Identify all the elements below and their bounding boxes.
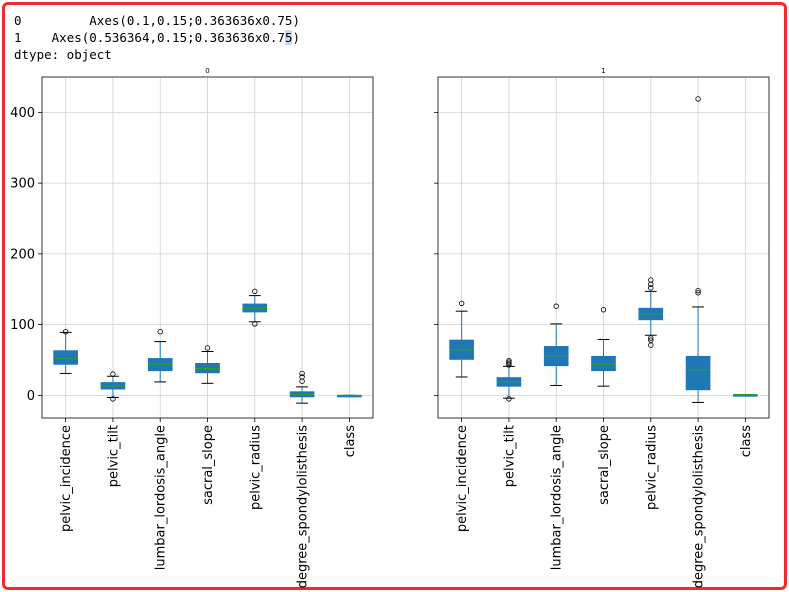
x-tick-label: class (739, 425, 754, 457)
flier-point (157, 328, 163, 335)
flier-point (648, 285, 654, 291)
x-tick-label: pelvic_tilt (106, 425, 121, 487)
flier-point (299, 370, 305, 377)
output-value-1-before: Axes(0.536364,0.15;0.363636x0.7 (51, 30, 285, 45)
flier-point (62, 328, 69, 335)
x-tick-label: sacral_slope (201, 425, 216, 505)
flier-point (648, 335, 654, 341)
flier-point (600, 307, 607, 313)
x-tick-label: pelvic_tilt (502, 425, 517, 487)
y-tick-label: 0 (27, 389, 35, 404)
y-tick-label: 400 (10, 106, 35, 121)
box-pelvic_incidence (53, 328, 78, 374)
flier-point (458, 300, 465, 307)
x-tick-label: pelvic_radius (248, 425, 263, 510)
box-class (337, 394, 362, 398)
flier-point (648, 277, 654, 283)
flier-point (506, 396, 512, 402)
box-pelvic_radius (638, 277, 664, 348)
flier-point (110, 396, 116, 402)
flier-point (695, 96, 701, 102)
box-iqr (685, 355, 711, 391)
box-pelvic_tilt (100, 371, 126, 402)
flier-point (204, 345, 211, 351)
panel-1: pelvic_incidence pelvic_tilt lumbar_lordos… (434, 67, 770, 589)
x-tick-label: pelvic_radius (644, 425, 659, 510)
box-class (733, 394, 758, 397)
x-tick-label: class (343, 425, 358, 457)
flier-point (506, 357, 512, 364)
box-lumbar_lordosis_angle (147, 328, 173, 383)
box-pelvic_radius (242, 288, 268, 327)
flier-point (110, 371, 116, 377)
flier-point (695, 290, 701, 296)
panel-title: 0 (205, 67, 209, 75)
box-degree_spondylolisthesis (289, 370, 315, 404)
output-index-1: 1 (14, 30, 22, 45)
box-pelvic_incidence (449, 300, 474, 378)
panel-0: 0 100 200 300 400 pelvic_incidence pelvic_tilt… (10, 67, 374, 589)
y-tick-label: 200 (10, 247, 35, 262)
selection-highlight[interactable]: 5 (284, 30, 293, 45)
flier-point (252, 321, 258, 327)
x-tick-label: pelvic_incidence (455, 425, 470, 532)
cell-output-text: 0 Axes(0.1,0.15;0.363636x0.75) 1 Axes(0.… (14, 12, 300, 63)
y-tick-label: 100 (10, 318, 35, 333)
flier-point (506, 359, 512, 365)
x-tick-label: degree_spondylolisthesis (692, 425, 707, 589)
flier-point (648, 342, 654, 348)
output-value-1-after: ) (292, 30, 300, 45)
box-iqr (53, 350, 78, 365)
flier-point (506, 360, 512, 367)
x-tick-label: lumbar_lordosis_angle (154, 425, 169, 570)
box-degree_spondylolisthesis (685, 96, 711, 403)
box-iqr (591, 355, 616, 372)
dtype-line: dtype: object (14, 47, 112, 62)
x-tick-label: sacral_slope (597, 425, 612, 505)
flier-point (695, 287, 701, 294)
flier-point (252, 288, 258, 295)
box-lumbar_lordosis_angle (543, 303, 569, 386)
y-tick-label: 300 (10, 177, 35, 192)
box-pelvic_tilt (496, 357, 522, 402)
box-sacral_slope (591, 307, 616, 387)
panel-title: 1 (601, 67, 605, 75)
x-tick-label: pelvic_incidence (59, 425, 74, 532)
x-tick-label: degree_spondylolisthesis (296, 425, 311, 589)
flier-point (299, 374, 305, 380)
output-index-0: 0 (14, 13, 22, 28)
flier-point (553, 303, 559, 309)
output-value-0: Axes(0.1,0.15;0.363636x0.75) (89, 13, 300, 28)
x-tick-label: lumbar_lordosis_angle (550, 425, 565, 570)
box-sacral_slope (195, 345, 220, 384)
